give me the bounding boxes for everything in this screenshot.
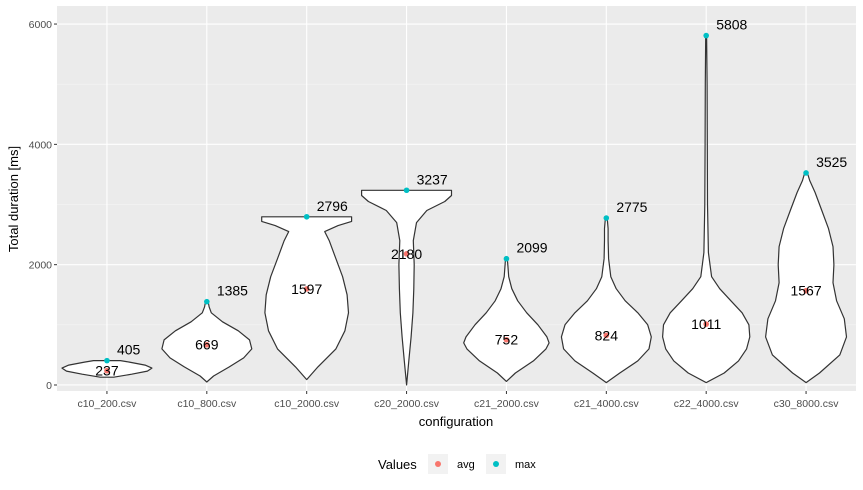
legend-key-point bbox=[435, 461, 441, 467]
data-label-max: 5808 bbox=[716, 17, 747, 33]
point-avg bbox=[803, 287, 809, 294]
x-tick-label: c20_2000.csv bbox=[374, 398, 440, 410]
data-label-max: 2775 bbox=[616, 199, 647, 215]
point-max bbox=[204, 298, 210, 305]
data-label-avg: 2180 bbox=[391, 246, 422, 262]
point-avg bbox=[503, 336, 510, 343]
legend-label: avg bbox=[457, 459, 475, 471]
point-max bbox=[603, 215, 610, 221]
y-axis-ticks: 0 2000 4000 6000 bbox=[29, 19, 57, 392]
point-avg bbox=[403, 251, 410, 257]
x-tick-label: c10_800.csv bbox=[177, 398, 237, 410]
point-max bbox=[803, 170, 809, 176]
point-avg bbox=[303, 286, 310, 292]
violins bbox=[61, 35, 848, 386]
data-label-avg: 1567 bbox=[790, 283, 821, 299]
legend-title: Values bbox=[378, 457, 417, 472]
x-tick-label: c22_4000.csv bbox=[674, 398, 740, 410]
x-tick-label: c30_8000.csv bbox=[774, 398, 840, 410]
legend-key-point bbox=[493, 461, 499, 467]
point-max bbox=[503, 255, 510, 262]
data-labels: 237 669 1597 2180 752 824 1011 1567 405 1385 2796 3… bbox=[95, 17, 847, 379]
point-max bbox=[104, 357, 110, 364]
x-tick-label: c21_4000.csv bbox=[574, 398, 640, 410]
data-label-avg: 669 bbox=[195, 337, 219, 353]
data-label-max: 3237 bbox=[417, 171, 448, 187]
data-label-max: 2099 bbox=[516, 240, 547, 256]
data-label-max: 1385 bbox=[217, 283, 248, 299]
x-axis-title: configuration bbox=[419, 414, 493, 429]
y-tick-label: 2000 bbox=[29, 260, 53, 272]
data-label-avg: 237 bbox=[95, 363, 119, 379]
data-points bbox=[104, 32, 809, 374]
y-axis-title: Total duration [ms] bbox=[6, 146, 21, 252]
point-avg bbox=[104, 367, 110, 374]
point-avg bbox=[703, 321, 709, 327]
x-tick-label: c21_2000.csv bbox=[474, 398, 540, 410]
y-tick-label: 0 bbox=[46, 380, 52, 392]
data-label-max: 2796 bbox=[317, 198, 348, 214]
data-label-max: 405 bbox=[117, 342, 141, 358]
x-tick-label: c10_200.csv bbox=[77, 398, 137, 410]
data-label-avg: 824 bbox=[595, 327, 619, 343]
data-label-avg: 1597 bbox=[291, 281, 322, 297]
data-label-avg: 752 bbox=[495, 332, 519, 348]
legend-label: max bbox=[515, 459, 536, 471]
x-axis-ticks: c10_200.csv c10_800.csv c10_2000.csv c20_20… bbox=[77, 391, 839, 410]
x-tick-label: c10_2000.csv bbox=[274, 398, 340, 410]
legend: Values avg max bbox=[378, 454, 536, 474]
data-label-max: 3525 bbox=[816, 154, 847, 170]
y-tick-label: 4000 bbox=[29, 139, 53, 151]
point-avg bbox=[603, 332, 610, 339]
point-max bbox=[403, 187, 410, 194]
point-max bbox=[303, 213, 310, 220]
point-avg bbox=[204, 341, 210, 348]
y-tick-label: 6000 bbox=[29, 19, 53, 31]
data-label-avg: 1011 bbox=[691, 316, 721, 332]
point-max bbox=[703, 32, 709, 39]
